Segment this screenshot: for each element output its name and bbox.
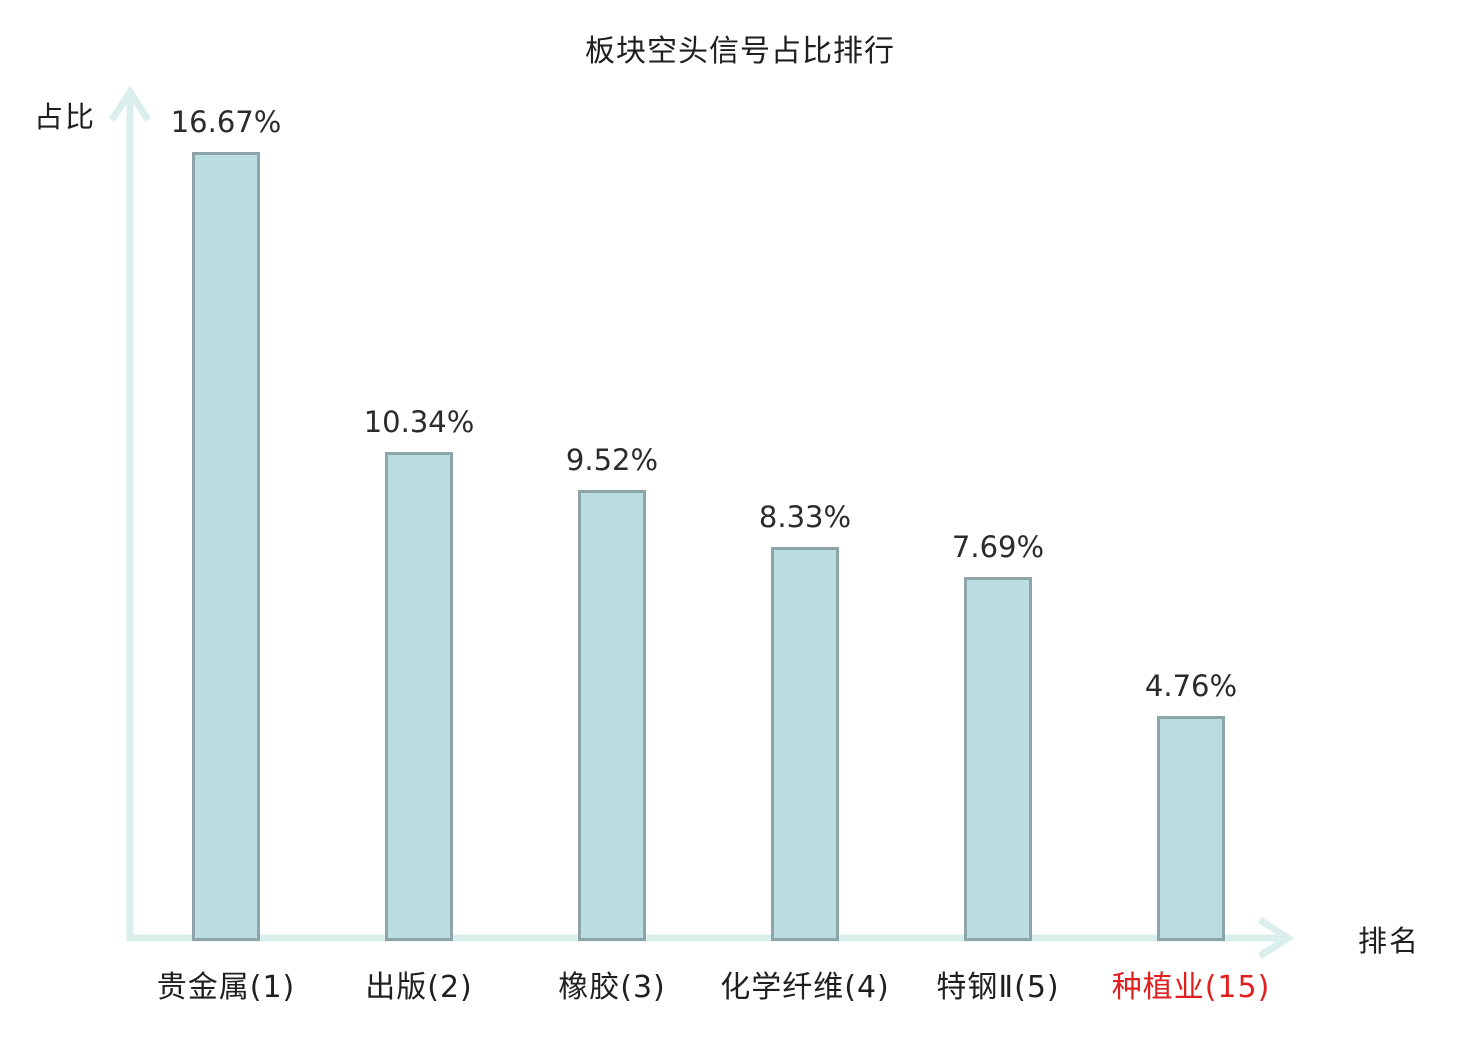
chart-title: 板块空头信号占比排行 [585,34,895,69]
y-axis-arrow-icon [109,85,151,122]
bar [578,490,646,941]
bar [964,577,1032,941]
bar-category-label: 种植业(15) [1111,970,1271,1005]
bar-value-label: 10.34% [363,405,475,439]
bar [1157,716,1225,941]
bar-category-label: 特钢Ⅱ(5) [936,970,1060,1005]
bar-value-label: 8.33% [758,500,852,534]
bar-value-label: 16.67% [170,105,282,139]
bar [192,152,260,941]
bar-value-label: 4.76% [1144,669,1238,703]
bar [385,452,453,941]
bar-category-label: 出版(2) [365,970,473,1005]
bar-category-label: 贵金属(1) [156,970,296,1005]
x-axis-label: 排名 [1358,924,1421,958]
bar-category-label: 化学纤维(4) [720,970,890,1005]
y-axis-label: 占比 [34,100,97,134]
bar [771,547,839,941]
bar-value-label: 9.52% [565,443,659,477]
bar-category-label: 橡胶(3) [558,970,666,1005]
bar-value-label: 7.69% [951,530,1045,564]
x-axis-arrow-icon [1258,917,1295,959]
